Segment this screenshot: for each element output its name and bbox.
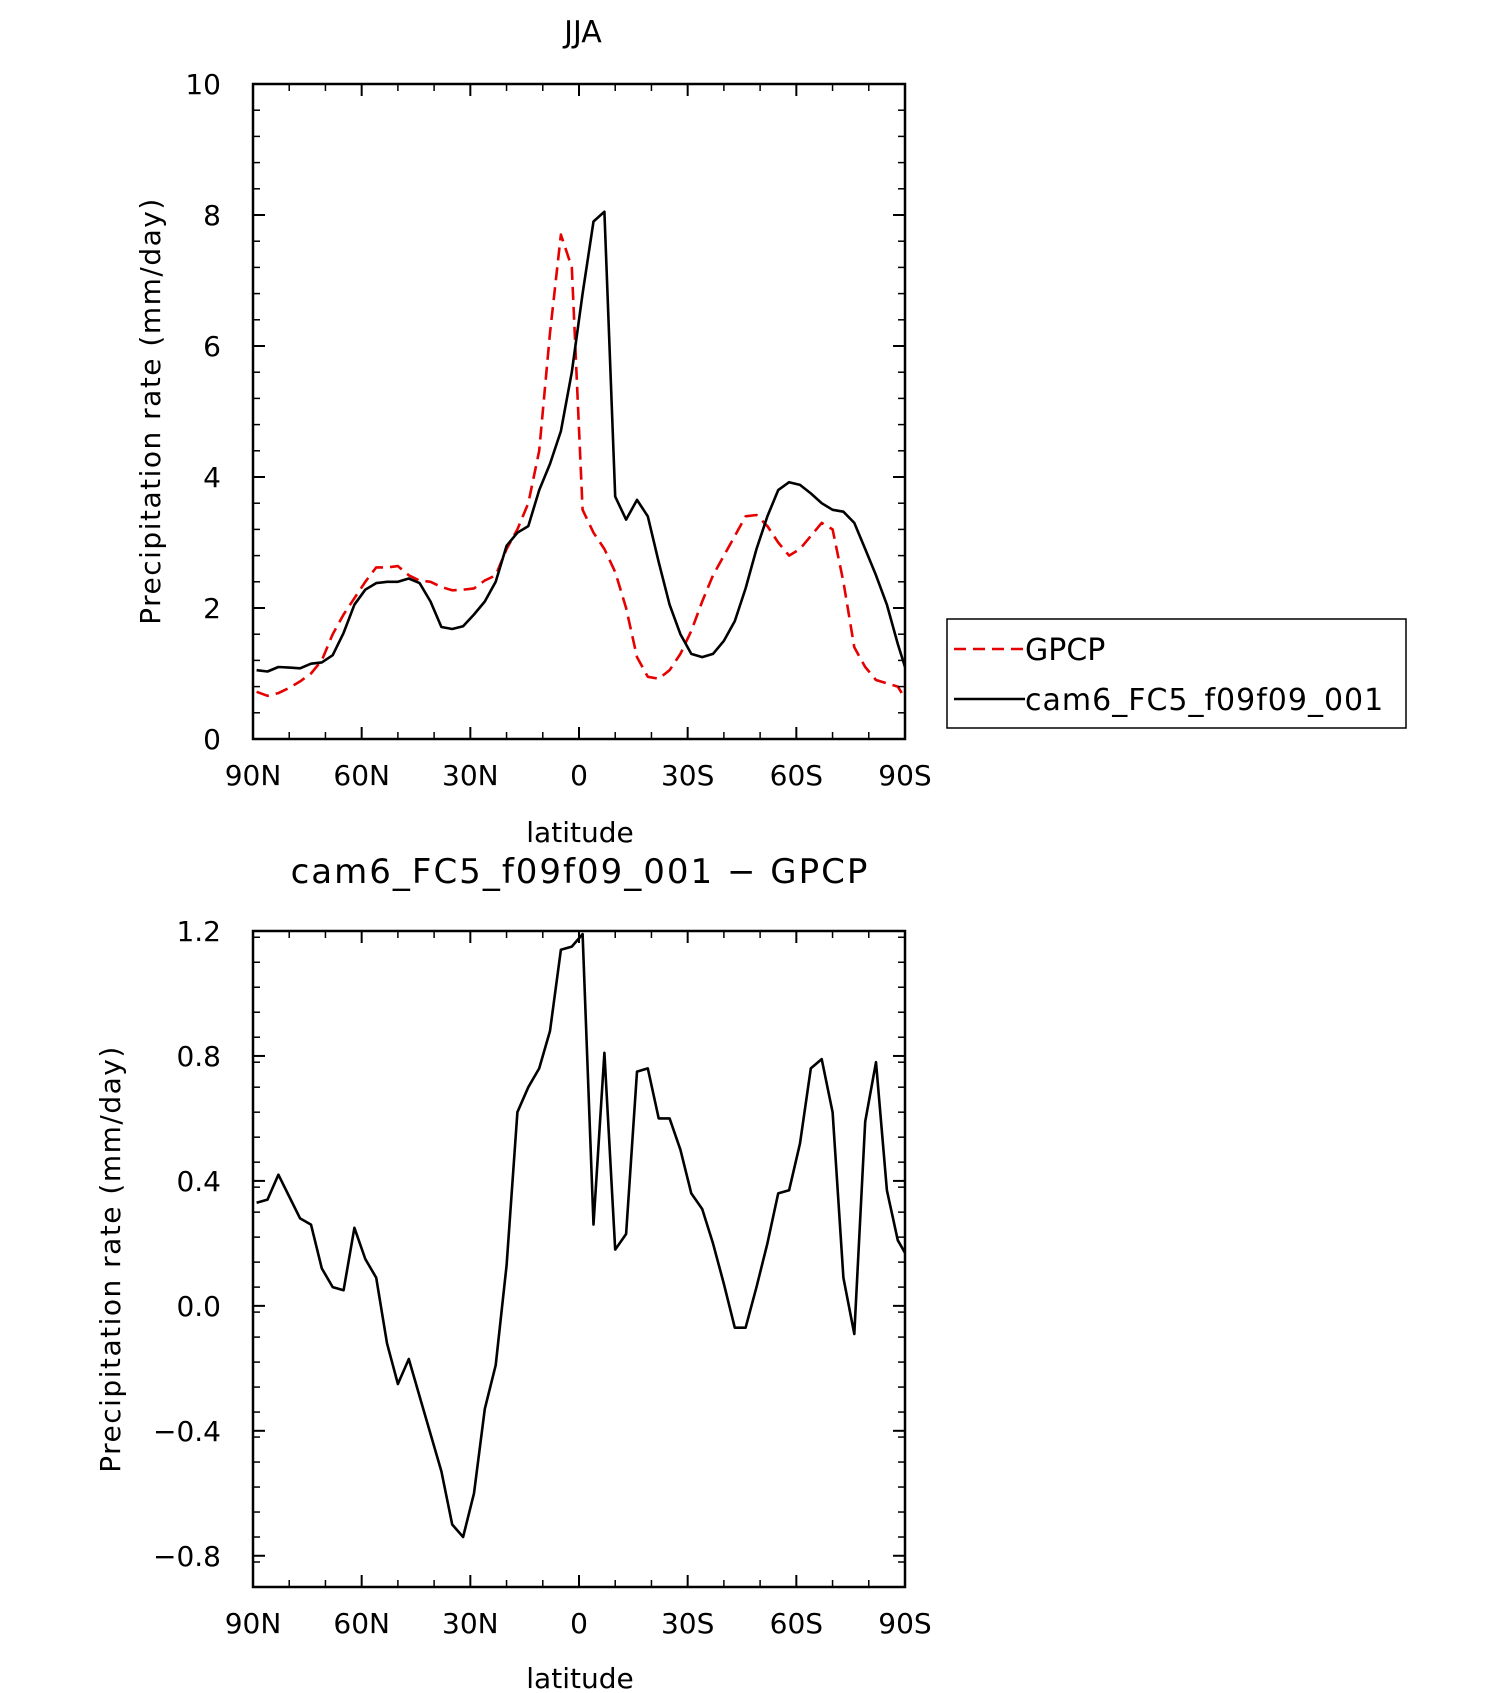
p1-y-tick-label: −0.8	[153, 1540, 221, 1573]
difference-panel: cam6_FC5_f09f09_001 − GPCP 90N 60N 30N 0 30S…	[94, 852, 932, 1693]
p0-y-tick-label: 10	[185, 68, 221, 101]
p1-x-tick-label: 30S	[661, 1607, 714, 1640]
bottom-y-axis-label: Precipitation rate (mm/day)	[94, 1045, 127, 1473]
top-series-group	[256, 210, 907, 700]
p0-x-tick-label: 60S	[770, 759, 823, 792]
p0-x-tick-label: 90N	[225, 759, 282, 792]
legend-label-gpcp: GPCP	[1025, 633, 1105, 668]
legend: GPCP cam6_FC5_f09f09_001	[946, 618, 1407, 729]
top-axes: 90N 60N 30N 0 30S 60S 90S 0 2 4 6 8 10	[185, 68, 931, 792]
p0-y-tick-label: 2	[203, 592, 221, 625]
p1-y-tick-label: 0.8	[176, 1040, 221, 1073]
p0-x-tick-label: 60N	[333, 759, 390, 792]
p1-y-tick-label: 0.0	[176, 1290, 221, 1323]
p0-series-line-0	[256, 233, 907, 700]
top-y-axis-label: Precipitation rate (mm/day)	[134, 197, 167, 625]
p1-series-line-0	[256, 932, 907, 1539]
legend-box	[946, 618, 1407, 729]
p0-x-tick-label: 30S	[661, 759, 714, 792]
p0-y-tick-label: 6	[203, 330, 221, 363]
p1-x-tick-label: 30N	[442, 1607, 499, 1640]
bottom-x-axis-label: latitude	[526, 1662, 633, 1693]
p0-x-tick-label: 90S	[878, 759, 931, 792]
p0-x-tick-label: 30N	[442, 759, 499, 792]
p1-y-tick-label: −0.4	[153, 1415, 221, 1448]
p0-x-tick-label: 0	[570, 759, 588, 792]
legend-label-model: cam6_FC5_f09f09_001	[1025, 683, 1384, 718]
p0-series-line-1	[256, 210, 907, 673]
bottom-title: cam6_FC5_f09f09_001 − GPCP	[291, 852, 870, 892]
p1-x-tick-label: 90S	[878, 1607, 931, 1640]
p0-y-tick-label: 8	[203, 199, 221, 232]
p1-x-tick-label: 60S	[770, 1607, 823, 1640]
top-x-axis-label: latitude	[526, 816, 633, 849]
p1-y-tick-label: 1.2	[176, 915, 221, 948]
top-title: JJA	[562, 15, 602, 50]
p1-y-tick-label: 0.4	[176, 1165, 221, 1198]
bottom-series-group	[256, 932, 907, 1539]
p0-y-tick-label: 0	[203, 723, 221, 756]
p1-x-tick-label: 60N	[333, 1607, 390, 1640]
p1-x-tick-label: 90N	[225, 1607, 282, 1640]
p1-x-tick-label: 0	[570, 1607, 588, 1640]
p0-y-tick-label: 4	[203, 461, 221, 494]
bottom-axes: 90N 60N 30N 0 30S 60S 90S −0.8 −0.4 0.0 0.4 0.8 1.2	[153, 915, 932, 1640]
